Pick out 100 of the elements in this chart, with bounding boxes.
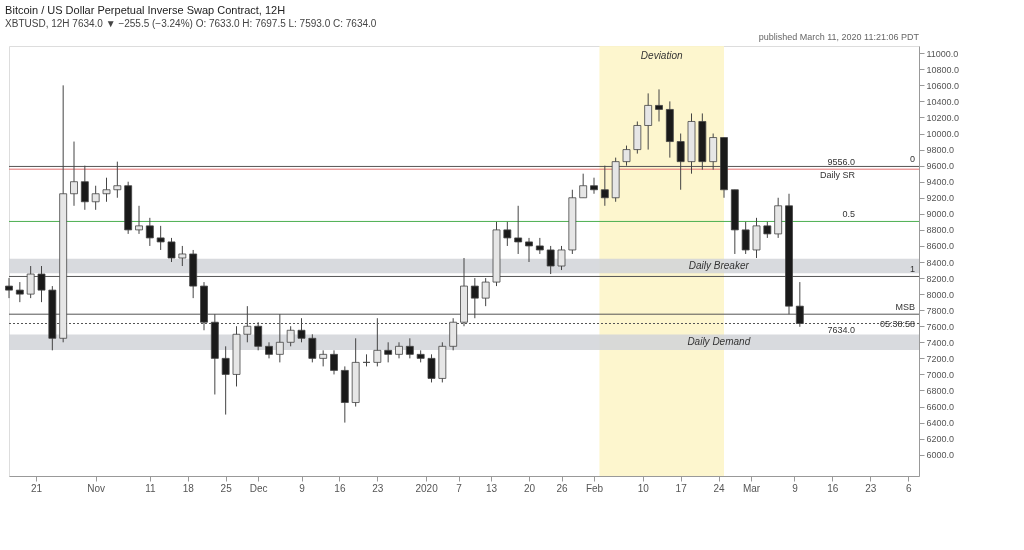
y-tick-label: 9200.0 — [926, 193, 955, 204]
x-tick-label: 25 — [220, 482, 233, 494]
y-tick-label: 10200.0 — [926, 112, 960, 123]
candlestick — [15, 281, 24, 303]
candlestick — [308, 333, 317, 363]
candlestick — [600, 165, 609, 207]
x-tick-label: 2020 — [415, 482, 439, 494]
candlestick — [145, 217, 154, 247]
band-label: Daily Breaker — [688, 260, 750, 272]
x-tick-label: 21 — [31, 482, 43, 494]
x-tick-label: 11 — [145, 482, 156, 494]
candlestick — [676, 133, 685, 191]
y-tick-label: 10400.0 — [926, 96, 960, 107]
band-label: Deviation — [640, 50, 683, 61]
candlestick — [113, 161, 122, 199]
x-tick-label: Dec — [249, 482, 268, 494]
y-tick-label: 10600.0 — [926, 80, 960, 91]
candlestick — [405, 337, 414, 359]
candlestick — [286, 325, 295, 347]
x-tick-label: 23 — [372, 482, 384, 494]
candlestick — [70, 141, 78, 207]
candlestick — [37, 265, 46, 303]
x-tick-label: 17 — [675, 482, 688, 494]
ref-line-label: MSB — [895, 302, 915, 313]
candlestick — [525, 237, 533, 263]
band-label: Daily Demand — [687, 336, 751, 348]
y-tick-label: 10800.0 — [926, 64, 960, 75]
annotation: 0 — [909, 154, 915, 165]
x-tick-label: 13 — [486, 482, 498, 494]
y-tick-label: 6000.0 — [926, 450, 955, 461]
chart-title: Bitcoin / US Dollar Perpetual Inverse Swap Contract, 12H — [5, 4, 286, 16]
annotation: 1 — [909, 264, 915, 275]
candlestick — [102, 177, 111, 203]
y-tick-label: 8600.0 — [926, 241, 955, 252]
candlestick — [91, 185, 100, 211]
y-tick-label: 10000.0 — [926, 129, 960, 140]
annotation: 05:38:58 — [879, 319, 915, 330]
y-tick-label: 7800.0 — [926, 305, 955, 316]
y-tick-label: 7400.0 — [926, 337, 955, 348]
x-tick-label: 10 — [637, 482, 650, 494]
x-tick-label: 9 — [792, 482, 799, 494]
candlestick — [557, 245, 566, 271]
y-tick-label: 6600.0 — [926, 402, 955, 413]
y-tick-label: 7200.0 — [926, 353, 955, 364]
y-tick-label: 7600.0 — [926, 321, 955, 332]
candlestick — [5, 277, 13, 299]
candlestick — [655, 88, 663, 122]
y-tick-label: 6800.0 — [926, 385, 955, 396]
x-tick-label: 16 — [334, 482, 346, 494]
y-tick-label: 8200.0 — [926, 273, 955, 284]
text: published March 11, 2020 11:21:06 PDT — [758, 32, 920, 42]
candlestick — [156, 225, 165, 251]
x-tick-label: 26 — [556, 482, 568, 494]
candlestick — [427, 353, 436, 383]
y-tick-label: 9800.0 — [926, 145, 955, 156]
candlestick — [590, 177, 598, 195]
y-tick-label: 11000.0 — [926, 48, 959, 59]
x-tick-label: 9 — [299, 482, 306, 494]
candlestick — [481, 277, 490, 307]
candlestick — [373, 317, 382, 367]
candlestick — [297, 317, 306, 343]
candlestick — [221, 345, 230, 416]
annotation: 9556.0 — [827, 157, 855, 168]
candlestick — [80, 165, 89, 211]
candlestick — [330, 349, 338, 375]
candlestick — [243, 305, 252, 343]
x-tick-label: 20 — [523, 482, 536, 494]
y-tick-label: 9400.0 — [926, 177, 955, 188]
annotation: 0.5 — [842, 209, 855, 220]
x-tick-label: 18 — [182, 482, 195, 494]
y-tick-label: 9600.0 — [926, 161, 955, 172]
y-tick-label: 8400.0 — [926, 257, 955, 268]
candlestick — [167, 237, 176, 263]
chart-subtitle: XBTUSD, 12H 7634.0 ▼ −255.5 (−3.24%) O: 7633.0 H: 7697.5 L: 7593.0 C: 7634.0 — [5, 18, 377, 29]
candlestick — [514, 205, 523, 255]
x-tick-label: 24 — [713, 482, 726, 494]
y-tick-label: 9000.0 — [926, 209, 955, 220]
candlestick — [741, 221, 750, 255]
y-tick-label: 7000.0 — [926, 369, 955, 380]
x-tick-label: 7 — [456, 482, 463, 494]
y-tick-label: 6200.0 — [926, 434, 955, 445]
candlestick — [622, 145, 631, 167]
y-tick-label: 8800.0 — [926, 225, 955, 236]
x-tick-label: 16 — [827, 482, 839, 494]
y-tick-label: 8000.0 — [926, 289, 955, 300]
candlestick — [254, 321, 263, 351]
candlestick — [546, 245, 555, 275]
candlestick — [135, 205, 143, 235]
candlestick — [384, 341, 393, 363]
candlestick — [178, 245, 187, 267]
candlestick — [275, 313, 284, 363]
x-tick-label: Nov — [87, 482, 106, 494]
candlestick — [503, 221, 512, 247]
candlestick — [795, 281, 804, 328]
candlestick — [579, 173, 588, 199]
candlestick — [644, 92, 653, 151]
x-tick-label: Mar — [742, 482, 761, 494]
x-tick-label: 23 — [865, 482, 877, 494]
y-tick-label: 6400.0 — [926, 418, 955, 429]
x-tick-label: Feb — [585, 482, 604, 494]
